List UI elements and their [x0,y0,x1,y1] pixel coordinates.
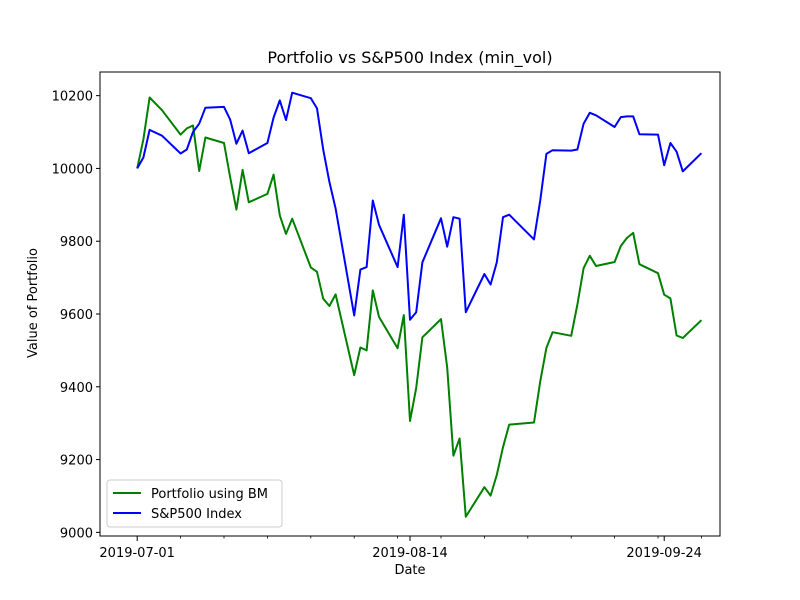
axes: 9000 9200 9400 9600 9800 10000 10200 2019-07-01… [52,71,721,561]
x-tick-label: 2019-07-01 [99,546,175,561]
legend-label-0: Portfolio using BM [151,487,268,502]
y-tick-label: 10000 [52,162,93,177]
y-tick-label: 9800 [60,235,93,250]
legend: Portfolio using BM S&P500 Index [106,479,283,528]
x-tick-label: 2019-09-24 [626,546,702,561]
legend-box [106,479,283,528]
y-tick-label: 10200 [52,90,93,105]
series-line-1 [136,91,703,321]
y-tick-label: 9600 [60,308,93,323]
y-axis-title: Value of Portfolio [26,248,41,358]
y-tick-label: 9200 [60,454,93,469]
series-line-0 [136,96,703,518]
chart-title: Portfolio vs S&P500 Index (min_vol) [267,48,552,68]
x-axis-title: Date [394,563,425,578]
y-tick-label: 9400 [60,381,93,396]
y-tick-label: 9000 [60,526,93,541]
legend-label-1: S&P500 Index [151,507,242,522]
plot-area [136,91,703,518]
x-tick-label: 2019-08-14 [372,546,448,561]
